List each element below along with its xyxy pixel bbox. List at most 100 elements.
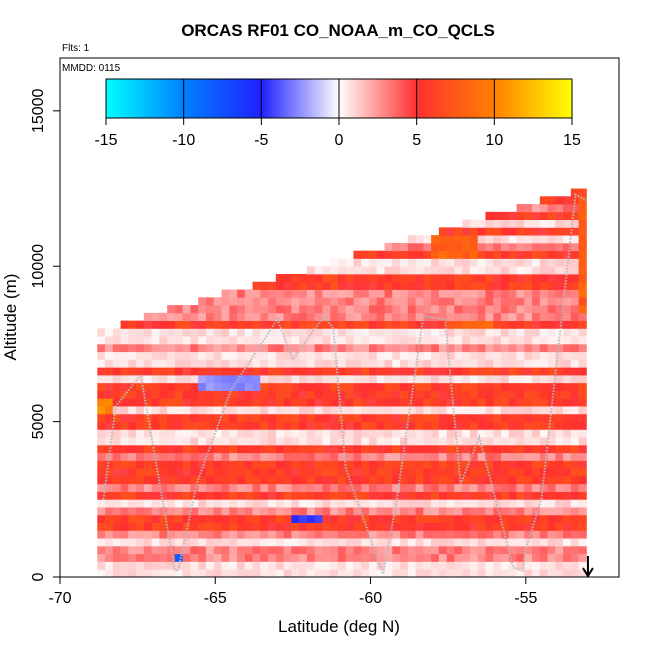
heatmap-cell <box>105 530 114 539</box>
heatmap-cell <box>493 553 502 562</box>
heatmap-cell <box>462 297 471 306</box>
heatmap-cell <box>112 359 121 368</box>
heatmap-cell <box>237 444 246 454</box>
heatmap-cell <box>167 499 176 508</box>
heatmap-cell <box>353 406 362 415</box>
heatmap-cell <box>547 491 556 500</box>
heatmap-cell <box>105 421 114 430</box>
heatmap-cell <box>299 359 308 368</box>
heatmap-cell <box>477 483 486 492</box>
heatmap-cell <box>120 413 129 423</box>
heatmap-cell <box>578 444 587 454</box>
heatmap-cell <box>477 305 486 314</box>
heatmap-cell <box>469 305 479 314</box>
heatmap-cell <box>469 336 479 345</box>
heatmap-cell <box>493 468 502 477</box>
heatmap-cell <box>105 468 114 477</box>
heatmap-cell <box>143 553 153 562</box>
heatmap-cell <box>128 336 137 345</box>
heatmap-cell <box>299 413 308 423</box>
heatmap-cell <box>446 530 455 539</box>
heatmap-cell <box>221 305 230 314</box>
heatmap-cell <box>361 507 370 516</box>
heatmap-cell <box>376 374 385 384</box>
heatmap-cell <box>361 468 370 477</box>
heatmap-cell <box>128 460 137 469</box>
heatmap-cell <box>469 413 479 423</box>
heatmap-cell <box>578 367 587 376</box>
heatmap-cell <box>500 553 510 562</box>
heatmap-cell <box>260 514 269 524</box>
heatmap-cell <box>376 367 385 376</box>
heatmap-cell <box>524 204 533 213</box>
heatmap-cell <box>182 507 191 516</box>
heatmap-cell <box>376 476 385 485</box>
heatmap-cell <box>151 336 160 345</box>
heatmap-cell <box>446 235 455 244</box>
heatmap-cell <box>151 553 160 562</box>
heatmap-cell <box>128 491 137 500</box>
heatmap-cell <box>97 538 106 547</box>
heatmap-cell <box>485 514 494 524</box>
heatmap-cell <box>384 561 393 570</box>
heatmap-cell <box>524 483 533 492</box>
heatmap-cell <box>322 538 331 547</box>
heatmap-cell <box>260 413 269 423</box>
heatmap-cell <box>105 569 114 578</box>
heatmap-cell <box>485 444 494 454</box>
heatmap-cell <box>299 553 308 562</box>
heatmap-cell <box>322 382 331 391</box>
heatmap-cell <box>314 561 323 570</box>
plot-frame <box>59 57 620 578</box>
heatmap-cell <box>423 343 432 353</box>
heatmap-cell <box>237 429 246 438</box>
heatmap-cell <box>547 374 556 384</box>
heatmap-cell <box>120 367 129 376</box>
heatmap-cell <box>120 476 129 485</box>
heatmap-cell <box>128 374 137 384</box>
heatmap-cell <box>578 452 587 461</box>
heatmap-cell <box>151 514 160 524</box>
heatmap-cell <box>392 507 401 516</box>
heatmap-cell <box>508 281 517 290</box>
heatmap-cell <box>159 476 168 485</box>
heatmap-cell <box>477 250 486 259</box>
heatmap-cell <box>376 444 385 454</box>
heatmap-cell <box>260 553 269 562</box>
heatmap-cell <box>213 382 222 391</box>
heatmap-cell <box>555 545 564 555</box>
heatmap-cell <box>524 514 533 524</box>
heatmap-cell <box>244 538 253 547</box>
heatmap-cell <box>578 343 587 353</box>
heatmap-cell <box>353 328 362 337</box>
heatmap-cell <box>190 390 199 399</box>
heatmap-cell <box>485 530 494 539</box>
heatmap-cell <box>500 398 510 407</box>
heatmap-cell <box>291 367 300 376</box>
heatmap-cell <box>446 273 455 283</box>
heatmap-cell <box>438 227 448 236</box>
heatmap-cell <box>182 374 191 384</box>
heatmap-cell <box>143 382 153 391</box>
heatmap-cell <box>376 258 385 267</box>
heatmap-cell <box>136 429 145 438</box>
heatmap-cell <box>508 367 517 376</box>
heatmap-cell <box>268 452 277 461</box>
heatmap-cell <box>555 390 564 399</box>
heatmap-cell <box>252 452 261 461</box>
heatmap-cell <box>539 336 548 345</box>
heatmap-cell <box>182 305 191 314</box>
heatmap-cell <box>330 569 339 578</box>
heatmap-cell <box>555 491 564 500</box>
heatmap-cell <box>205 429 215 438</box>
heatmap-cell <box>446 359 455 368</box>
heatmap-cell <box>213 468 222 477</box>
heatmap-cell <box>555 460 564 469</box>
heatmap-cell <box>400 468 409 477</box>
heatmap-cell <box>524 507 533 516</box>
heatmap-cell <box>446 421 455 430</box>
heatmap-cell <box>361 452 370 461</box>
heatmap-cell <box>516 452 525 461</box>
heatmap-cell <box>454 499 463 508</box>
